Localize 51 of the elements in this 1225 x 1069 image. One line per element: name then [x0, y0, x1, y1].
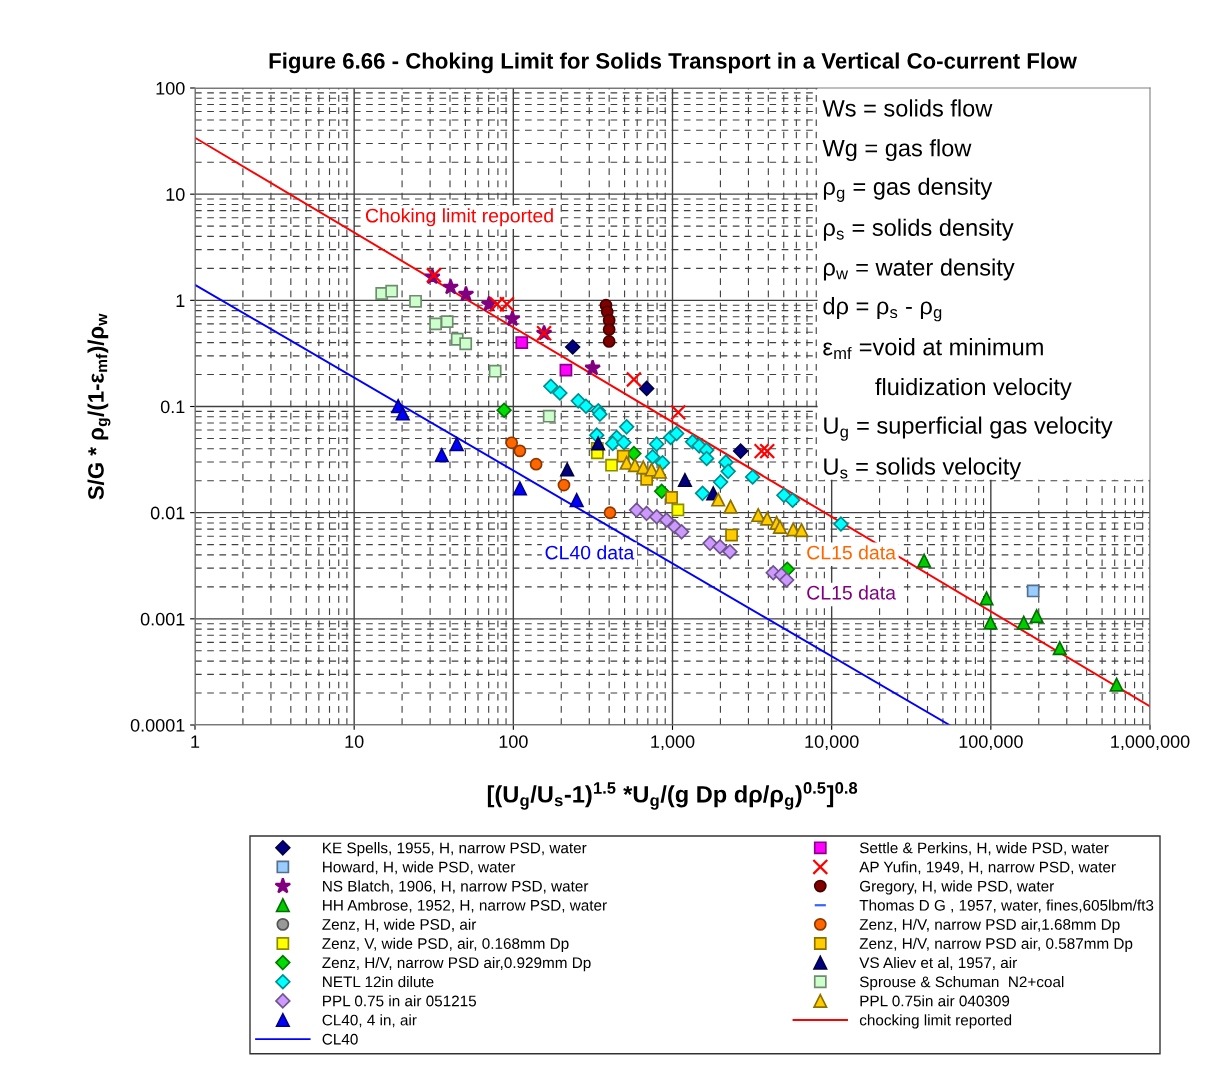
- y-tick-label: 0.0001: [130, 718, 185, 732]
- legend-label: Zenz, H/V, narrow PSD air, 0.587mm Dp: [859, 937, 1133, 953]
- legend-label: Howard, H, wide PSD, water: [323, 861, 516, 875]
- y-tick-label: 1: [176, 294, 185, 307]
- legend-label: HH Ambrose, 1952, H, narrow PSD, water: [323, 899, 607, 913]
- annotation: CL15 data: [807, 545, 896, 560]
- y-tick-label: 0.001: [140, 612, 185, 626]
- legend-label: NETL 12in dilute: [323, 976, 434, 988]
- annotation: Choking limit reported: [365, 208, 553, 227]
- x-tick-label: 1,000: [651, 735, 695, 751]
- annotation: CL15 data: [807, 585, 896, 600]
- legend-label: PPL 0.75 in air 051215: [323, 995, 477, 1007]
- legend-label: KE Spells, 1955, H, narrow PSD, water: [323, 842, 587, 857]
- x-tick-label: 10,000: [805, 735, 859, 751]
- legend-label: PPL 0.75in air 040309: [860, 995, 1010, 1007]
- legend-label: AP Yufin, 1949, H, narrow PSD, water: [859, 861, 1116, 875]
- annotation: ρ$_{g}$ = gas density: [823, 177, 993, 202]
- annotation: ε$_{mf}$ =void at minimum fluidization velocity: [823, 338, 1072, 400]
- legend-label: NS Blatch, 1906, H, narrow PSD, water: [323, 880, 589, 894]
- y-axis-title: S/G * ρ$_{g}$/(1-ε$_{mf}$)/ρ$_{w}$: [87, 313, 111, 500]
- y-tick-label: 100: [156, 81, 185, 95]
- x-tick-label: 1: [191, 735, 200, 748]
- chart-title: Figure 6.66 - Choking Limit for Solids Transport in a Vertical Co-current Flow: [269, 52, 1077, 74]
- legend-label: Thomas D G , 1957, water, fines,605lbm/ft3: [859, 899, 1154, 913]
- annotation: ρ$_{s}$ = solids density: [823, 218, 1014, 241]
- legend-label: Zenz, V, wide PSD, air, 0.168mm Dp: [322, 937, 569, 953]
- legend-label: CL40: [322, 1033, 358, 1045]
- legend-label: Zenz, H, wide PSD, air: [322, 918, 477, 932]
- y-tick-label: 10: [166, 188, 185, 201]
- legend-label: CL40, 4 in, air: [322, 1014, 417, 1028]
- y-tick-label: 0.01: [150, 506, 185, 520]
- text: [(U$_{g}$/U$_{s}$-1)$^{1.5}$ *U$_{g}$/(g Dp dρ/ρ$_{g}$)$^{0.5}$]$^{0.8}$: [487, 782, 858, 810]
- legend-label: Zenz, H/V, narrow PSD air,1.68mm Dp: [859, 918, 1120, 933]
- annotation: dρ = ρ$_{s}$ - ρ$_{g}$: [823, 297, 942, 322]
- annotation: CL40 data: [545, 545, 635, 560]
- legend-label: VS Aliev et al, 1957, air: [859, 956, 1017, 970]
- annotation: Ws = solids flow: [822, 99, 993, 117]
- annotation: U$_{s}$ = solids velocity: [824, 457, 1022, 480]
- annotation: Wg = gas flow: [822, 139, 972, 162]
- legend-label: Zenz, H/V, narrow PSD air,0.929mm Dp: [322, 956, 591, 972]
- x-tick-label: 10: [345, 735, 364, 748]
- legend-label: Gregory, H, wide PSD, water: [860, 880, 1054, 895]
- x-tick-label: 1,000,000: [1111, 735, 1190, 751]
- annotation: ρ$_{w}$ = water density: [823, 258, 1015, 281]
- x-tick-label: 100,000: [959, 735, 1023, 751]
- legend-label: Sprouse & Schuman N2+coal: [859, 976, 1064, 991]
- legend-label: Settle & Perkins, H, wide PSD, water: [859, 842, 1109, 856]
- annotation: U$_{g}$ = superficial gas velocity: [824, 416, 1113, 441]
- legend-label: chocking limit reported: [859, 1014, 1012, 1029]
- x-tick-label: 100: [499, 735, 528, 748]
- y-tick-label: 0.1: [160, 400, 185, 414]
